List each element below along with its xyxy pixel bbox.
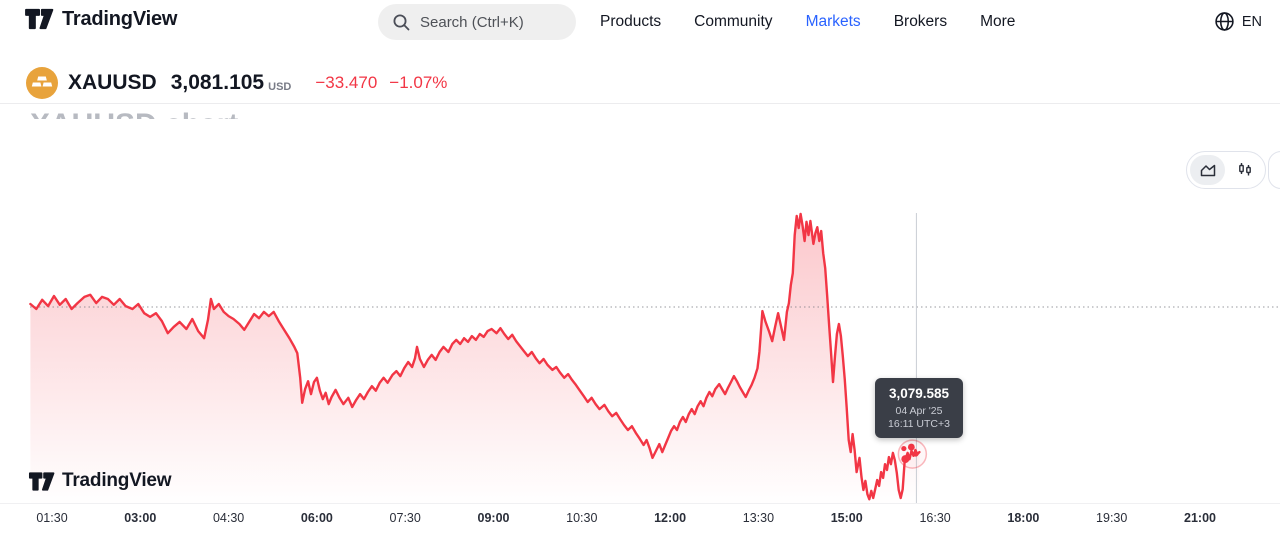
symbol-change: −33.470: [315, 73, 378, 92]
time-tick-1800: 18:00: [1007, 511, 1040, 525]
time-tick-0730: 07:30: [389, 511, 421, 525]
nav-link-products[interactable]: Products: [600, 13, 662, 30]
search-input[interactable]: Search (Ctrl+K): [378, 4, 576, 40]
nav-link-more[interactable]: More: [980, 13, 1016, 30]
symbol-currency: USD: [268, 80, 292, 93]
candles-chart-button[interactable]: [1227, 155, 1262, 185]
symbol-price: 3,081.105: [170, 71, 265, 94]
watermark-text: TradingView: [62, 470, 172, 491]
tooltip-date: 04 Apr '25: [895, 405, 943, 417]
symbol-header: XAUUSD 3,081.105 USD −33.470 −1.07%: [26, 66, 447, 100]
time-tick-1630: 16:30: [919, 511, 951, 525]
page-title-clipped: XAUUSD chart: [30, 110, 430, 119]
search-placeholder: Search (Ctrl+K): [420, 13, 524, 31]
symbol-name: XAUUSD: [68, 71, 157, 94]
nav-link-brokers[interactable]: Brokers: [893, 13, 948, 30]
time-axis[interactable]: 01:30 03:00 04:30 06:00 07:30 09:00 10:30 12:00…: [0, 503, 1280, 533]
time-tick-1930: 19:30: [1096, 511, 1128, 525]
area-fill: [30, 213, 920, 505]
tooltip-time: 16:11 UTC+3: [888, 418, 950, 430]
time-tick-1200: 12:00: [654, 511, 687, 525]
language-label: EN: [1241, 13, 1262, 30]
tradingview-logo-icon: [25, 8, 54, 30]
tradingview-logo[interactable]: TradingView: [24, 7, 177, 31]
last-price-dot: [901, 455, 910, 464]
header-divider: [0, 103, 1280, 104]
toolbar-button-partial[interactable]: [1268, 151, 1280, 189]
nav-link-markets[interactable]: Markets: [805, 13, 861, 30]
symbol-change-percent: −1.07%: [389, 73, 448, 92]
last-price-dot: [907, 443, 915, 451]
time-tick-0900: 09:00: [477, 511, 510, 525]
time-tick-1500: 15:00: [830, 511, 863, 525]
page-title: XAUUSD chart: [30, 110, 430, 119]
time-tick-0600: 06:00: [300, 511, 333, 525]
price-line: [29, 212, 921, 501]
time-tick-1030: 10:30: [566, 511, 598, 525]
time-tick-2100: 21:00: [1184, 511, 1216, 525]
time-tick-0300: 03:00: [124, 511, 157, 525]
area-chart-icon: [1200, 164, 1215, 177]
main-nav: Products Community Markets Brokers More: [600, 0, 1015, 44]
top-navbar: TradingView Search (Ctrl+K) Products Comm…: [0, 0, 1280, 44]
time-tick-0430: 04:30: [212, 511, 245, 525]
gold-coin-icon: [26, 67, 58, 99]
nav-link-community[interactable]: Community: [694, 13, 773, 30]
time-tick-0130: 01:30: [36, 511, 68, 525]
globe-icon: [1215, 12, 1234, 31]
chart-watermark: TradingView: [28, 470, 172, 492]
time-tick-1330: 13:30: [742, 511, 775, 525]
candles-chart-icon: [1238, 163, 1251, 176]
last-price-dot: [901, 445, 907, 452]
tooltip-price: 3,079.585: [888, 386, 950, 401]
search-icon: [393, 14, 410, 30]
area-chart-button[interactable]: [1190, 155, 1225, 185]
last-price-dot: [913, 451, 919, 457]
language-switcher[interactable]: EN: [1214, 11, 1262, 32]
chart-type-toggle: [1186, 151, 1266, 189]
tradingview-watermark-icon: [28, 471, 55, 491]
crosshair-tooltip: 3,079.585 04 Apr '25 16:11 UTC+3: [875, 378, 963, 438]
brand-name: TradingView: [62, 7, 178, 30]
